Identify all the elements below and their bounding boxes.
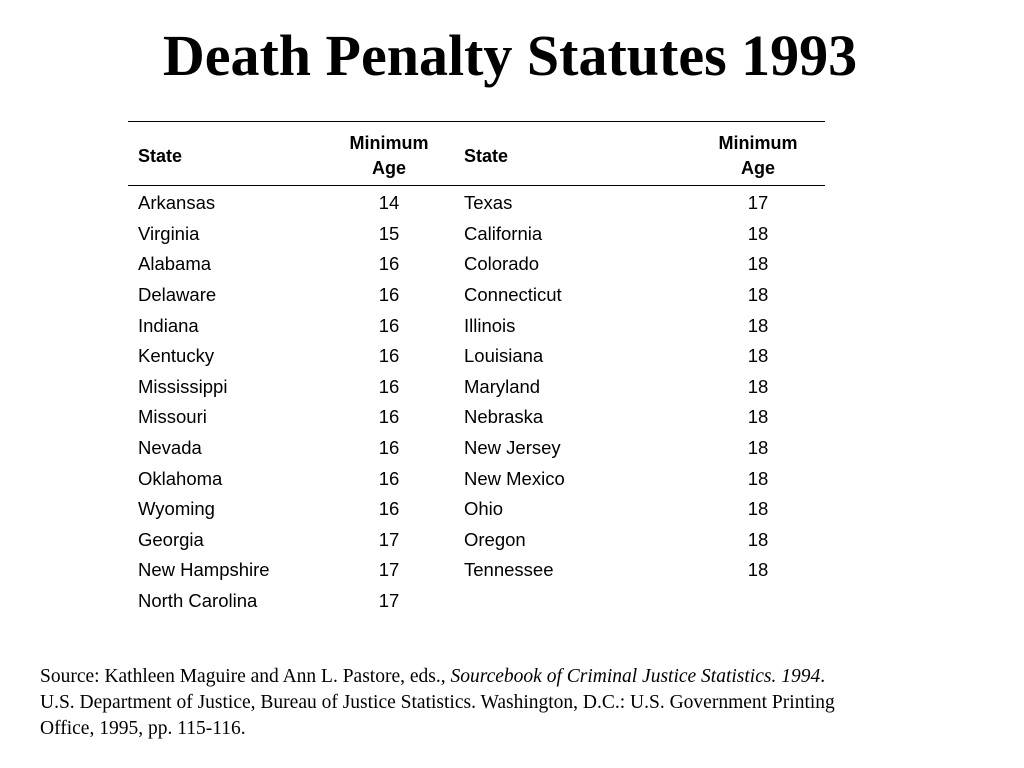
left-age-cell: 14 [378,192,400,214]
left-state-cell: Virginia [138,222,200,244]
table-row: Indiana 16 Illinois 18 [128,310,825,341]
left-state-cell: Wyoming [138,498,215,520]
right-age-cell: 18 [747,375,769,397]
left-age-cell: 16 [378,437,400,459]
left-age-cell: 15 [378,222,400,244]
right-age-cell: 18 [747,314,769,336]
table-row: Oklahoma 16 New Mexico 18 [128,463,825,494]
left-state-cell: Oklahoma [138,467,223,489]
right-age-cell: 17 [747,192,769,214]
left-age-cell: 16 [378,467,400,489]
table-row: New Hampshire 17 Tennessee 18 [128,555,825,586]
right-state-cell: Connecticut [464,284,562,306]
left-state-cell: Alabama [138,253,212,275]
header-min-age-line1: Minimum [349,133,429,153]
left-age-cell: 17 [378,528,400,550]
table-row: Virginia 15 California 18 [128,219,825,250]
right-state-cell: New Jersey [464,437,561,459]
right-state-cell: Tennessee [464,559,554,581]
left-state-cell: North Carolina [138,590,258,612]
right-state-cell: Texas [464,192,513,214]
right-state-cell: California [464,222,543,244]
table-header-row: State Minimum Age State Minimum Age [128,121,825,186]
right-state-cell: Oregon [464,528,526,550]
table-body: Arkansas 14 Texas 17 Virginia 15 California 18 A… [128,186,825,617]
header-min-age-line2: Age [740,158,775,178]
right-state-cell: Louisiana [464,345,544,367]
left-state-cell: Mississippi [138,375,228,397]
left-age-cell: 16 [378,314,400,336]
left-state-cell: Nevada [138,437,202,459]
table-row: Alabama 16 Colorado 18 [128,249,825,280]
right-age-cell: 18 [747,467,769,489]
right-age-cell: 18 [747,406,769,428]
right-age-cell: 18 [747,284,769,306]
left-state-cell: Kentucky [138,345,215,367]
left-state-cell: Missouri [138,406,207,428]
right-state-cell: Ohio [464,498,504,520]
left-age-cell: 16 [378,375,400,397]
source-prefix: Source: Kathleen Maguire and Ann L. Past… [40,666,451,687]
statutes-table-container: State Minimum Age State Minimum Age Arka… [128,121,825,616]
left-age-cell: 16 [378,406,400,428]
table-row: Wyoming 16 Ohio 18 [128,494,825,525]
right-state-cell: Maryland [464,375,541,397]
right-age-cell: 18 [747,559,769,581]
left-age-cell: 16 [378,284,400,306]
table-row: Delaware 16 Connecticut 18 [128,280,825,311]
header-min-age-left: Minimum Age [324,122,454,186]
left-state-cell: Arkansas [138,192,216,214]
right-state-cell: Nebraska [464,406,544,428]
right-state-cell: New Mexico [464,467,565,489]
statutes-table: State Minimum Age State Minimum Age Arka… [128,121,825,616]
source-citation: Source: Kathleen Maguire and Ann L. Past… [40,664,840,742]
table-row: Mississippi 16 Maryland 18 [128,372,825,403]
source-suffix: . U.S. Department of Justice, Bureau of … [40,666,835,739]
header-min-age-right: Minimum Age [691,122,825,186]
right-age-cell: 18 [747,437,769,459]
header-min-age-line1: Minimum [718,133,798,153]
right-state-cell [454,586,691,617]
table-row: Arkansas 14 Texas 17 [128,186,825,219]
left-age-cell: 16 [378,253,400,275]
table-row: North Carolina 17 [128,586,825,617]
header-min-age-line2: Age [371,158,406,178]
left-age-cell: 16 [378,498,400,520]
right-state-cell: Colorado [464,253,540,275]
table-row: Georgia 17 Oregon 18 [128,525,825,556]
left-state-cell: Indiana [138,314,199,336]
right-age-cell: 18 [747,345,769,367]
header-state-left: State [138,145,183,166]
left-state-cell: Georgia [138,528,204,550]
source-title: Sourcebook of Criminal Justice Statistic… [450,666,821,687]
left-age-cell: 17 [378,559,400,581]
table-row: Nevada 16 New Jersey 18 [128,433,825,464]
right-age-cell: 18 [747,222,769,244]
right-age-cell: 18 [747,253,769,275]
slide-title: Death Penalty Statutes 1993 [162,23,858,88]
table-row: Kentucky 16 Louisiana 18 [128,341,825,372]
right-age-cell: 18 [747,498,769,520]
header-state-right: State [464,145,509,166]
table-row: Missouri 16 Nebraska 18 [128,402,825,433]
left-age-cell: 16 [378,345,400,367]
left-age-cell: 17 [378,590,400,612]
left-state-cell: New Hampshire [138,559,270,581]
right-age-cell: 18 [747,528,769,550]
right-state-cell: Illinois [464,314,516,336]
left-state-cell: Delaware [138,284,217,306]
right-age-cell [691,586,825,617]
